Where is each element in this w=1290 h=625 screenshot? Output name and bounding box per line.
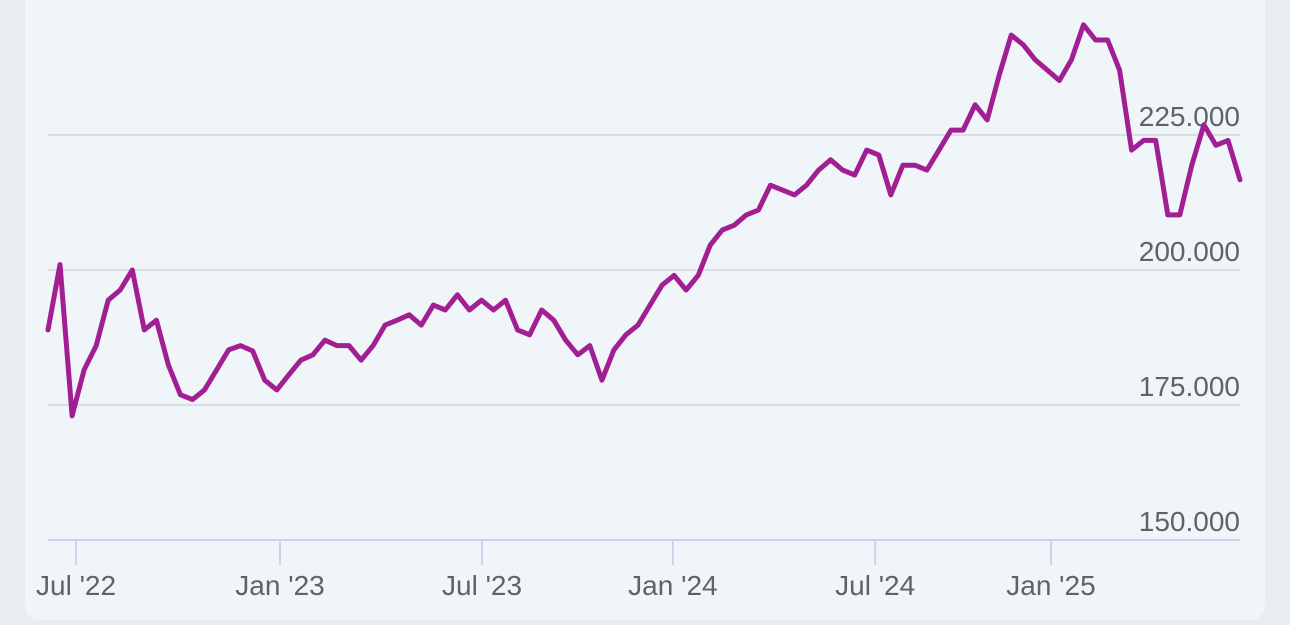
- x-tick-label: Jul '24: [835, 570, 915, 601]
- y-tick-label: 225.000: [1139, 101, 1240, 132]
- price-line: [45, 22, 1243, 419]
- y-tick-label: 150.000: [1139, 506, 1240, 537]
- x-tick-label: Jan '25: [1006, 570, 1095, 601]
- x-tick-label: Jan '24: [628, 570, 717, 601]
- x-tick-label: Jan '23: [235, 570, 324, 601]
- x-tick-label: Jul '22: [36, 570, 116, 601]
- x-tick-label: Jul '23: [442, 570, 522, 601]
- y-tick-label: 200.000: [1139, 236, 1240, 267]
- y-tick-label: 175.000: [1139, 371, 1240, 402]
